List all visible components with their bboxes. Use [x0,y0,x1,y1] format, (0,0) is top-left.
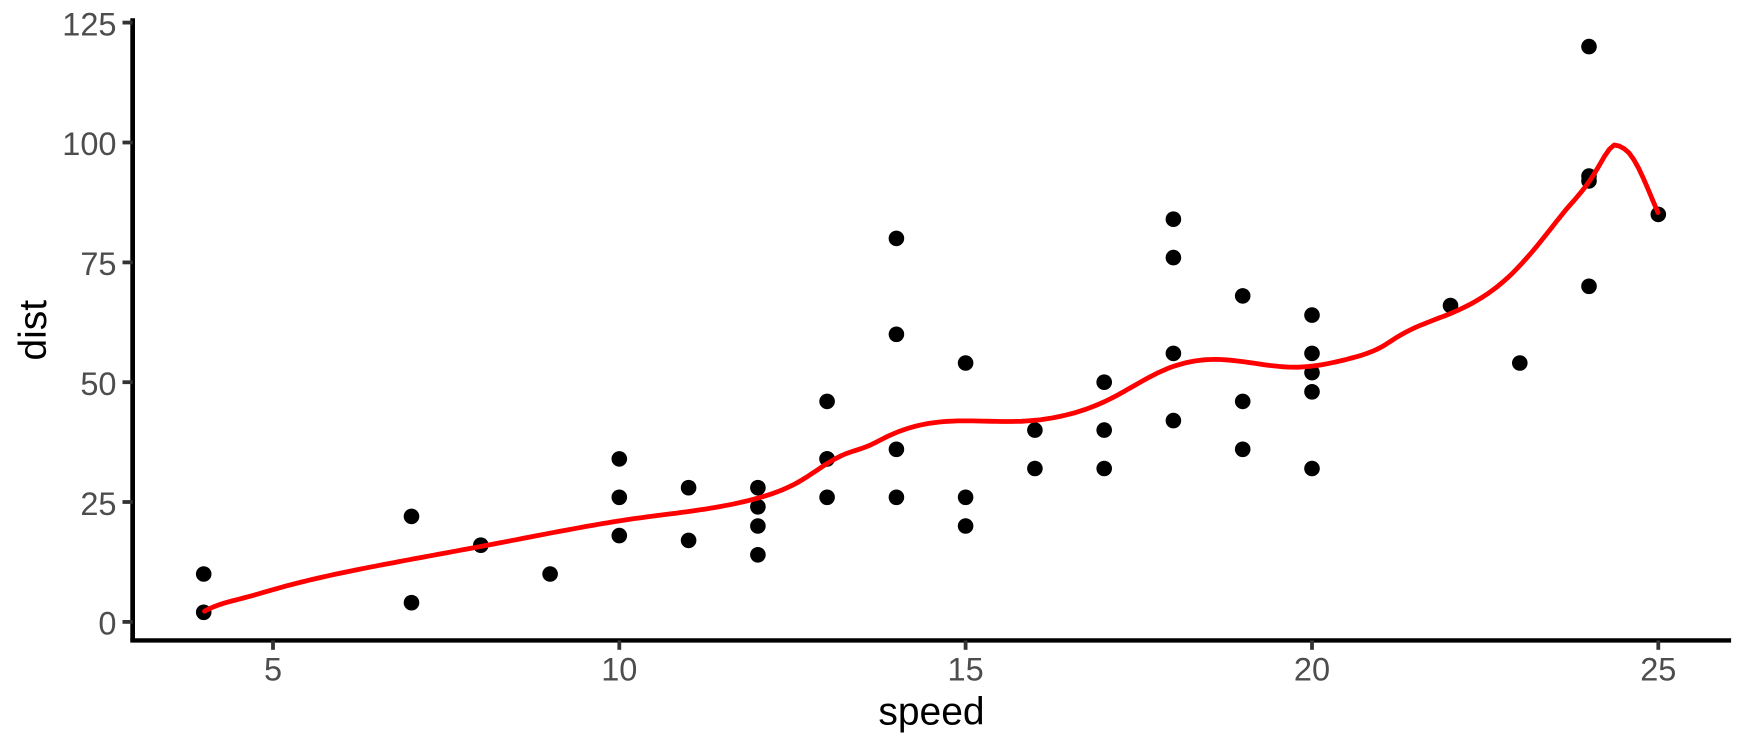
svg-text:0: 0 [98,606,116,642]
svg-text:75: 75 [80,246,116,282]
svg-text:10: 10 [601,651,637,687]
svg-text:dist: dist [12,300,55,361]
svg-text:speed: speed [878,690,984,733]
svg-text:20: 20 [1294,651,1330,687]
svg-text:100: 100 [62,126,116,162]
svg-text:125: 125 [62,6,116,42]
svg-text:50: 50 [80,366,116,402]
svg-text:5: 5 [264,651,282,687]
svg-text:25: 25 [80,486,116,522]
svg-text:15: 15 [948,651,984,687]
svg-text:25: 25 [1640,651,1676,687]
